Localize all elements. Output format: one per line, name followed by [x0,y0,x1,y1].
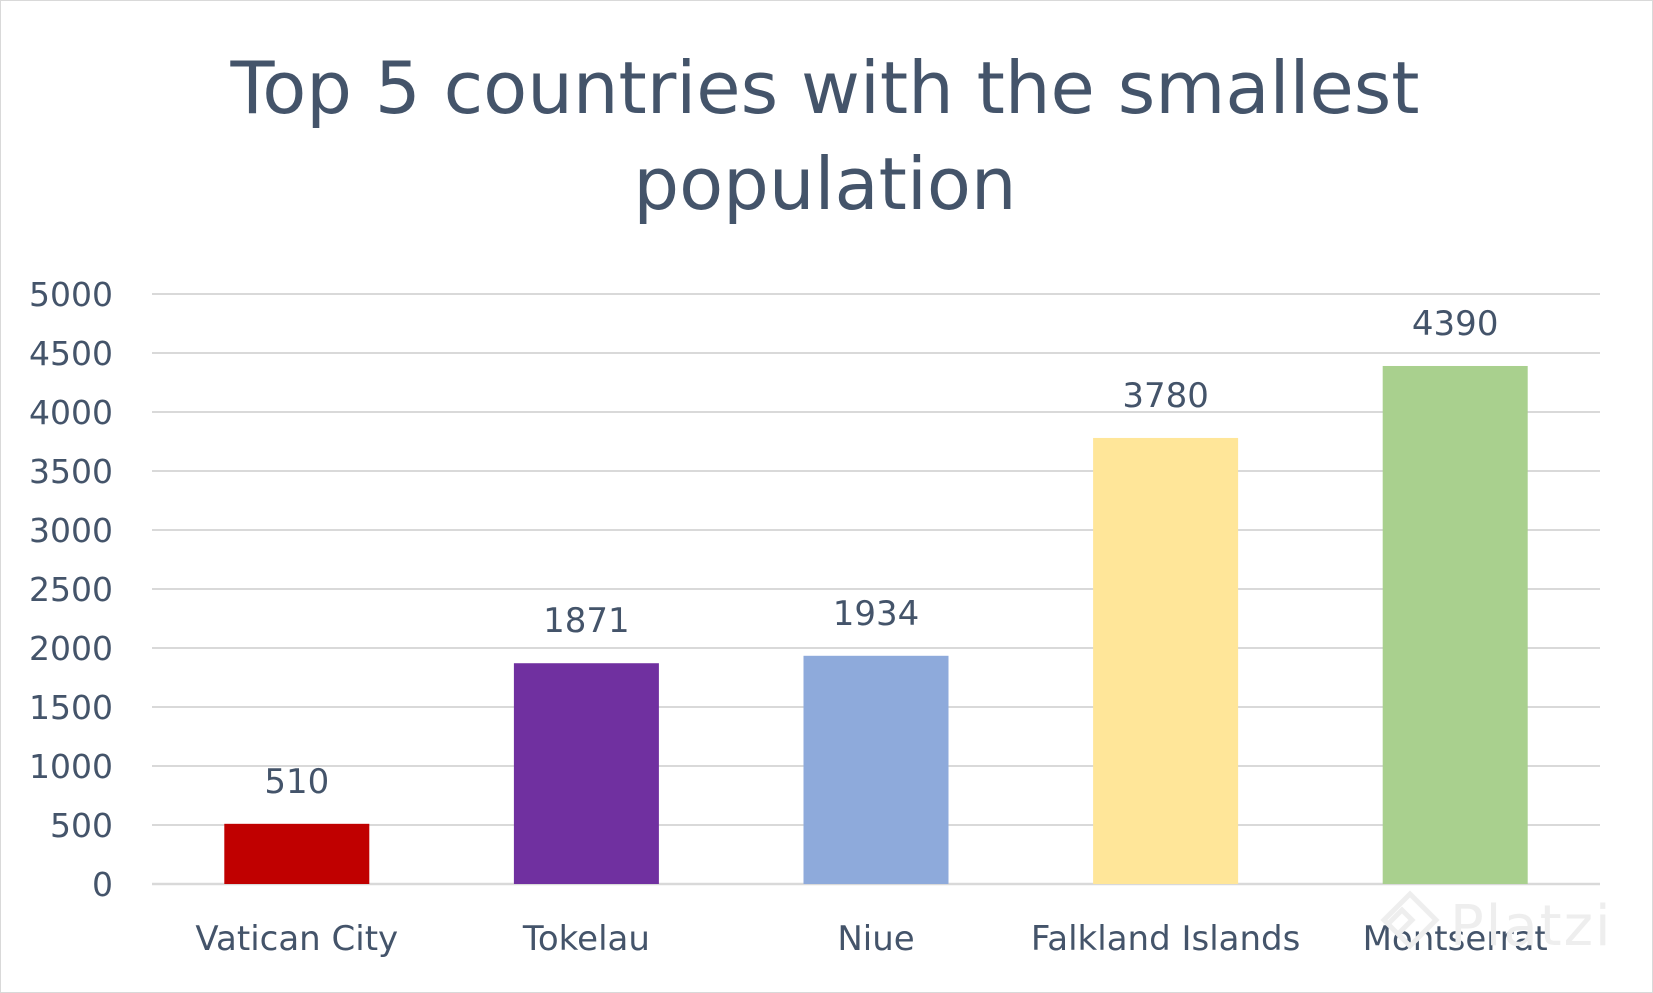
watermark-text: Platzi [1450,894,1613,959]
platzi-logo-icon [1380,890,1440,950]
bar-montserrat [1382,365,1528,885]
y-tick-label: 500 [50,806,113,845]
y-tick-label: 3000 [29,511,113,550]
y-axis-ticks: 0 500 1000 1500 2000 2500 3000 3500 4000 4500 5000 [29,275,113,904]
bar-niue [803,655,949,884]
data-label: 3780 [1122,376,1209,416]
chart-title: Top 5 countries with the smallest popula… [230,46,1420,226]
y-tick-label: 2500 [29,570,113,609]
bar-tokelau [513,663,659,884]
x-tick-label: Vatican City [195,919,398,959]
data-label: 4390 [1412,304,1499,344]
data-label: 510 [264,762,329,802]
watermark: Platzi [1378,888,1638,978]
y-tick-label: 4000 [29,393,113,432]
x-tick-label: Tokelau [522,919,650,959]
y-tick-label: 3500 [29,452,113,491]
bar-vatican-city [224,823,370,884]
bar-falkland-islands [1093,437,1239,884]
data-label: 1871 [543,601,630,641]
data-labels: 510 1871 1934 3780 4390 [264,304,1498,802]
bars [224,365,1528,885]
y-tick-label: 4500 [29,334,113,373]
y-tick-label: 0 [92,865,113,904]
y-tick-label: 1000 [29,747,113,786]
y-tick-label: 5000 [29,275,113,314]
data-label: 1934 [833,594,920,634]
x-tick-label: Montserrat [1363,919,1548,959]
y-tick-label: 1500 [29,688,113,727]
x-axis-ticks: Vatican City Tokelau Niue Falkland Islands M… [195,919,1547,959]
x-tick-label: Niue [837,919,914,959]
y-tick-label: 2000 [29,629,113,668]
x-tick-label: Falkland Islands [1031,919,1301,959]
